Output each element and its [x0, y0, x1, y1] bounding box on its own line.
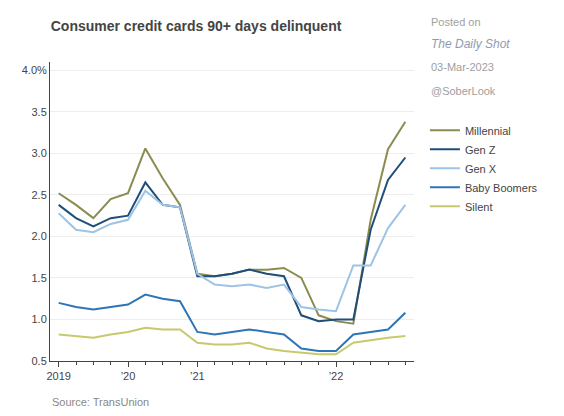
svg-text:03-Mar-2023: 03-Mar-2023 [431, 61, 494, 73]
svg-text:Millennial: Millennial [465, 125, 511, 137]
svg-text:1.0: 1.0 [32, 313, 47, 325]
svg-text:2019: 2019 [46, 370, 70, 382]
svg-text:1.5: 1.5 [32, 272, 47, 284]
svg-text:Silent: Silent [465, 201, 493, 213]
svg-text:Source: TransUnion: Source: TransUnion [52, 396, 149, 408]
svg-text:’20: ’20 [121, 370, 136, 382]
svg-text:Gen Z: Gen Z [465, 144, 496, 156]
svg-text:@SoberLook: @SoberLook [431, 85, 496, 97]
svg-text:’21: ’21 [190, 370, 205, 382]
svg-text:3.0: 3.0 [32, 147, 47, 159]
svg-text:Posted on: Posted on [431, 16, 481, 28]
svg-text:Consumer credit cards 90+ days: Consumer credit cards 90+ days delinquen… [51, 18, 342, 34]
svg-text:4.0%: 4.0% [22, 64, 47, 76]
svg-text:2.0: 2.0 [32, 230, 47, 242]
svg-text:3.5: 3.5 [32, 106, 47, 118]
svg-text:’22: ’22 [329, 370, 344, 382]
svg-text:Gen X: Gen X [465, 163, 497, 175]
svg-text:The Daily Shot: The Daily Shot [431, 37, 510, 51]
svg-text:Baby Boomers: Baby Boomers [465, 182, 538, 194]
svg-text:2.5: 2.5 [32, 189, 47, 201]
svg-text:0.5: 0.5 [32, 355, 47, 367]
